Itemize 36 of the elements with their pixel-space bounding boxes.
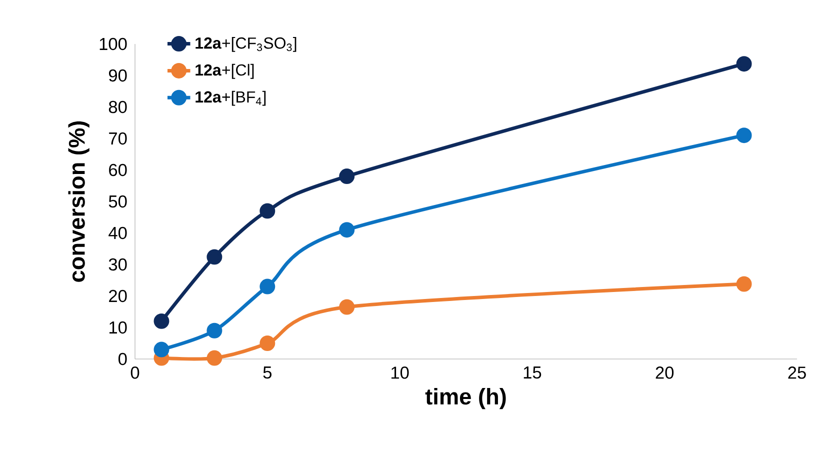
point [206, 322, 222, 338]
point [260, 278, 276, 294]
y-tick-label: 40 [108, 226, 127, 240]
x-tick-label: 25 [788, 366, 806, 379]
point [260, 336, 276, 351]
point [339, 168, 355, 184]
y-tick-label: 60 [109, 164, 127, 176]
x-axis-title: time (h) [425, 388, 506, 410]
y-tick-label: 10 [109, 321, 127, 334]
legend-label: 12a+[BF$_{4}$] [196, 90, 266, 106]
point [736, 276, 752, 292]
point [339, 299, 355, 315]
x-tick-label: 0 [130, 366, 140, 379]
legend-label: 12a+[Cl] [196, 64, 254, 79]
x-tick-label: 10 [391, 366, 409, 379]
y-tick-label: 30 [108, 258, 127, 271]
x-tick-label: 20 [656, 366, 674, 379]
x-tick-label: 15 [524, 366, 542, 379]
point [206, 249, 222, 265]
y-axis-title: conversion (%) [68, 121, 90, 282]
y-tick-label: 80 [108, 100, 127, 114]
y-tick-label: 70 [109, 132, 127, 145]
legend-label: 12a+[CF$_{3}$SO$_{3}$] [196, 37, 296, 52]
point [736, 128, 752, 144]
point [154, 313, 170, 329]
point [206, 350, 222, 366]
y-tick-label: 90 [108, 69, 127, 82]
point [736, 56, 752, 72]
y-tick-label: 50 [108, 195, 127, 208]
x-tick-label: 5 [263, 366, 272, 379]
y-tick-label: 0 [118, 352, 127, 366]
point [339, 222, 355, 238]
point [260, 203, 276, 219]
point [154, 342, 170, 358]
y-tick-label: 20 [109, 290, 127, 302]
y-tick-label: 100 [100, 38, 127, 50]
